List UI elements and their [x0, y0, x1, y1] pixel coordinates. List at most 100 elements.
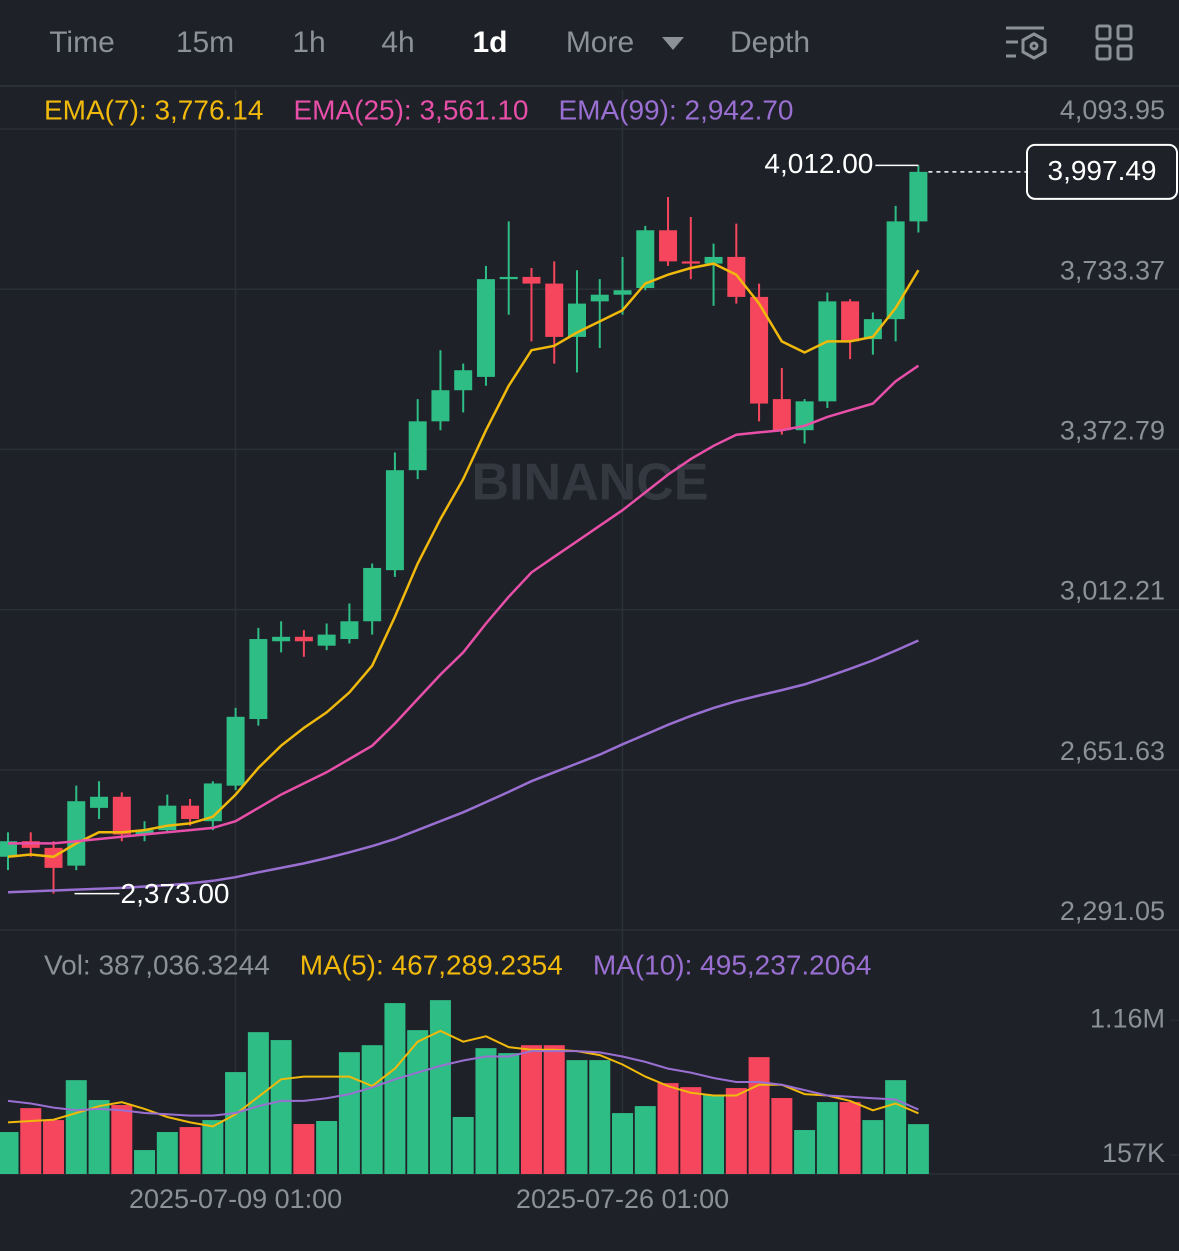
ema-line [7, 262, 920, 859]
volume-bar [429, 1000, 451, 1174]
volume-bar [520, 1045, 542, 1174]
tab[interactable]: Depth [730, 26, 810, 59]
legend-entry: EMA(25): 3,561.10 [293, 94, 528, 125]
layout-icon[interactable] [1095, 24, 1133, 61]
candle-body [226, 716, 245, 786]
volume-bar [407, 1030, 429, 1174]
legend-entry: MA(10): 495,237.2064 [593, 949, 872, 980]
candle-body [249, 639, 268, 720]
last-price-box [1026, 143, 1178, 200]
candle-body [135, 830, 154, 835]
candle-body [67, 801, 86, 866]
candle-body [294, 636, 313, 642]
legend-entry: EMA(7): 3,776.14 [44, 94, 263, 125]
tab[interactable]: Time [49, 26, 115, 59]
candle-body [499, 276, 518, 280]
volume-bar [452, 1116, 474, 1174]
volume-bar [794, 1130, 816, 1174]
candle-body [112, 796, 131, 835]
y-tick-label: 157K [1102, 1138, 1165, 1168]
volume-bar [316, 1121, 338, 1174]
ema-line [8, 364, 920, 845]
y-tick-label: 3,372.79 [1060, 416, 1165, 446]
volume-bar [907, 1124, 929, 1174]
tab[interactable]: More [566, 26, 634, 59]
tab[interactable]: 4h [381, 26, 414, 59]
y-tick-label: 1.16M [1090, 1003, 1165, 1033]
candle-body [272, 636, 291, 642]
candle-body [0, 841, 17, 857]
tab[interactable]: 15m [176, 26, 234, 59]
volume-bar [65, 1080, 87, 1174]
candle-body [636, 230, 655, 289]
last-price-label: 3,997.49 [1048, 155, 1157, 186]
candle-body [590, 294, 609, 302]
volume-bar [543, 1045, 565, 1174]
tab[interactable]: 1d [472, 26, 507, 59]
x-tick-label: 2025-07-09 01:00 [129, 1184, 342, 1214]
volume-bar [725, 1088, 747, 1174]
x-tick-label: 2025-07-26 01:00 [516, 1184, 729, 1214]
candle-body [90, 796, 109, 808]
volume-bar [839, 1102, 861, 1174]
candle-body [522, 276, 541, 284]
tab[interactable]: 1h [292, 26, 325, 59]
min-label: 2,373.00 [121, 878, 230, 909]
candle-body [750, 296, 769, 404]
volume-bar [270, 1040, 292, 1174]
candle-body [818, 301, 837, 402]
volume-bar [680, 1087, 702, 1174]
volume-bar [156, 1132, 178, 1174]
candle-body [545, 283, 564, 337]
candle-body [727, 256, 746, 297]
candle-body [476, 279, 495, 377]
candle-body [363, 567, 382, 622]
candle-body [704, 256, 723, 264]
volume-bar [498, 1053, 520, 1174]
volume-bar [748, 1057, 770, 1174]
candle-body [772, 399, 791, 431]
candle-body [181, 805, 200, 819]
volume-bar [885, 1080, 907, 1174]
ma-line [7, 1050, 919, 1117]
y-tick-label: 3,733.37 [1060, 255, 1165, 285]
volume-bar [134, 1150, 156, 1174]
volume-bar [589, 1060, 611, 1174]
volume-bar [338, 1052, 360, 1174]
more-caret[interactable] [662, 37, 684, 50]
legend-entry: Vol: 387,036.3244 [44, 949, 270, 980]
volume-bar [361, 1045, 383, 1174]
candle-body [886, 221, 905, 320]
settings-icon[interactable] [1006, 26, 1047, 60]
volume-bar [657, 1083, 679, 1174]
toolbar: Time 15m 1h 4h 1d More Depth [0, 24, 1179, 87]
volume-bar [202, 1120, 224, 1174]
candle-body [909, 171, 928, 222]
candle-body [454, 370, 473, 391]
volume-bar [771, 1098, 793, 1174]
volume-bar [225, 1072, 247, 1174]
max-label: 4,012.00 [764, 148, 873, 179]
y-tick-label: 4,093.95 [1060, 95, 1165, 125]
volume-bar [703, 1095, 725, 1174]
y-tick-label: 2,291.05 [1060, 896, 1165, 926]
legend-entry: EMA(99): 2,942.70 [558, 94, 793, 125]
volume-bar [111, 1105, 133, 1174]
watermark: BINANCE [472, 454, 709, 512]
volume-bar [566, 1060, 588, 1174]
candle-body [863, 319, 882, 340]
volume-bar [612, 1113, 634, 1174]
volume-bar [179, 1127, 201, 1174]
candle-body [841, 301, 860, 342]
plot [0, 165, 929, 1174]
candle-body [431, 390, 450, 422]
volume-bar [0, 1132, 19, 1174]
volume-bar [475, 1048, 497, 1174]
candle-body [317, 634, 336, 646]
volume-bar [88, 1100, 110, 1174]
candle-body [408, 421, 427, 471]
volume-bar [293, 1123, 315, 1174]
y-tick-label: 3,012.21 [1060, 576, 1165, 606]
